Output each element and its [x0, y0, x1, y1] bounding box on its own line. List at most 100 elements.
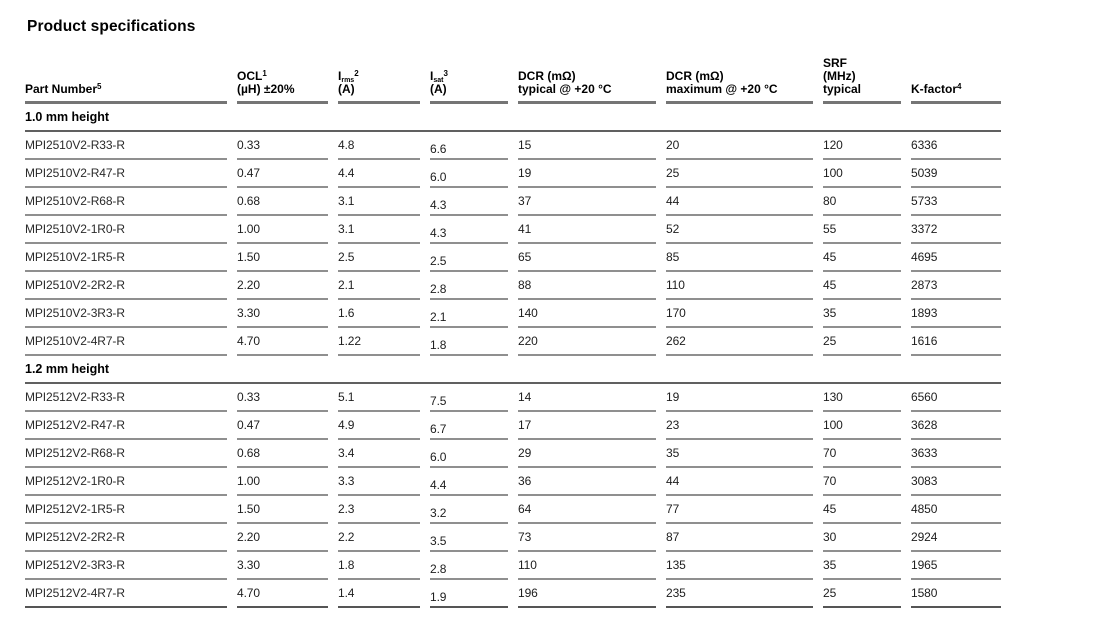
value-cell: 235 — [666, 580, 813, 608]
value-cell: 30 — [823, 524, 901, 552]
value-cell: 3.30 — [237, 300, 328, 328]
isat-value: 2.1 — [430, 310, 447, 324]
table-row: MPI2512V2-R47-R 0.47 4.9 6.7 17 23 100 3628 — [25, 412, 1001, 440]
value-cell: 4695 — [911, 244, 1001, 272]
value-cell: 2.3 — [338, 496, 420, 524]
isat-value: 4.4 — [430, 478, 447, 492]
part-number-cell: MPI2512V2-R68-R — [25, 440, 227, 468]
value-cell: 1.8 — [338, 552, 420, 580]
table-row: MPI2512V2-2R2-R 2.20 2.2 3.5 73 87 30 2924 — [25, 524, 1001, 552]
isat-value: 4.3 — [430, 226, 447, 240]
table-row: MPI2510V2-R47-R 0.47 4.4 6.0 19 25 100 5039 — [25, 160, 1001, 188]
value-cell: 1580 — [911, 580, 1001, 608]
part-number-cell: MPI2510V2-R47-R — [25, 160, 227, 188]
value-cell: 2.2 — [338, 524, 420, 552]
col-header-k-factor: K-factor4 — [911, 45, 1001, 104]
value-cell: 70 — [823, 468, 901, 496]
value-cell: 41 — [518, 216, 656, 244]
value-cell: 6.0 — [430, 440, 508, 468]
value-cell: 3.30 — [237, 552, 328, 580]
value-cell: 6.0 — [430, 160, 508, 188]
value-cell: 1965 — [911, 552, 1001, 580]
value-cell: 196 — [518, 580, 656, 608]
table-row: MPI2512V2-R68-R 0.68 3.4 6.0 29 35 70 3633 — [25, 440, 1001, 468]
value-cell: 4.4 — [338, 160, 420, 188]
value-cell: 1616 — [911, 328, 1001, 356]
value-cell: 1.22 — [338, 328, 420, 356]
part-number-cell: MPI2510V2-4R7-R — [25, 328, 227, 356]
part-number-cell: MPI2512V2-3R3-R — [25, 552, 227, 580]
value-cell: 17 — [518, 412, 656, 440]
value-cell: 36 — [518, 468, 656, 496]
value-cell: 1.50 — [237, 496, 328, 524]
value-cell: 65 — [518, 244, 656, 272]
value-cell: 3.5 — [430, 524, 508, 552]
part-number-cell: MPI2510V2-R68-R — [25, 188, 227, 216]
value-cell: 5733 — [911, 188, 1001, 216]
part-number-cell: MPI2510V2-2R2-R — [25, 272, 227, 300]
value-cell: 4.70 — [237, 328, 328, 356]
value-cell: 6336 — [911, 132, 1001, 160]
value-cell: 88 — [518, 272, 656, 300]
table-row: MPI2510V2-2R2-R 2.20 2.1 2.8 88 110 45 2873 — [25, 272, 1001, 300]
value-cell: 29 — [518, 440, 656, 468]
isat-value: 1.9 — [430, 590, 447, 604]
col-header-part-number: Part Number5 — [25, 45, 227, 104]
part-number-cell: MPI2512V2-R33-R — [25, 384, 227, 412]
value-cell: 55 — [823, 216, 901, 244]
table-row: MPI2510V2-1R0-R 1.00 3.1 4.3 41 52 55 3372 — [25, 216, 1001, 244]
value-cell: 73 — [518, 524, 656, 552]
table-row: MPI2510V2-R33-R 0.33 4.8 6.6 15 20 120 6336 — [25, 132, 1001, 160]
value-cell: 2873 — [911, 272, 1001, 300]
col-header-ocl: OCL1 (µH) ±20% — [237, 45, 328, 104]
value-cell: 70 — [823, 440, 901, 468]
value-cell: 1893 — [911, 300, 1001, 328]
value-cell: 80 — [823, 188, 901, 216]
value-cell: 100 — [823, 160, 901, 188]
value-cell: 85 — [666, 244, 813, 272]
value-cell: 110 — [666, 272, 813, 300]
value-cell: 170 — [666, 300, 813, 328]
table-row: MPI2510V2-4R7-R 4.70 1.22 1.8 220 262 25 1616 — [25, 328, 1001, 356]
value-cell: 35 — [823, 300, 901, 328]
value-cell: 2.5 — [430, 244, 508, 272]
value-cell: 4.3 — [430, 188, 508, 216]
value-cell: 5039 — [911, 160, 1001, 188]
value-cell: 35 — [666, 440, 813, 468]
value-cell: 37 — [518, 188, 656, 216]
value-cell: 77 — [666, 496, 813, 524]
value-cell: 1.8 — [430, 328, 508, 356]
isat-value: 3.5 — [430, 534, 447, 548]
value-cell: 20 — [666, 132, 813, 160]
value-cell: 45 — [823, 244, 901, 272]
value-cell: 14 — [518, 384, 656, 412]
part-number-cell: MPI2512V2-1R0-R — [25, 468, 227, 496]
part-number-cell: MPI2510V2-1R5-R — [25, 244, 227, 272]
col-header-isat: Isat3 (A) — [430, 45, 508, 104]
value-cell: 3.4 — [338, 440, 420, 468]
value-cell: 3.2 — [430, 496, 508, 524]
spec-table-body: 1.0 mm height MPI2510V2-R33-R 0.33 4.8 6.6 15… — [25, 104, 1001, 608]
value-cell: 25 — [666, 160, 813, 188]
table-row: MPI2512V2-4R7-R 4.70 1.4 1.9 196 235 25 1580 — [25, 580, 1001, 608]
value-cell: 5.1 — [338, 384, 420, 412]
value-cell: 0.47 — [237, 160, 328, 188]
table-row: MPI2512V2-R33-R 0.33 5.1 7.5 14 19 130 6560 — [25, 384, 1001, 412]
part-number-cell: MPI2512V2-4R7-R — [25, 580, 227, 608]
part-number-cell: MPI2512V2-2R2-R — [25, 524, 227, 552]
value-cell: 0.68 — [237, 188, 328, 216]
value-cell: 87 — [666, 524, 813, 552]
value-cell: 0.33 — [237, 132, 328, 160]
value-cell: 19 — [666, 384, 813, 412]
value-cell: 35 — [823, 552, 901, 580]
isat-value: 4.3 — [430, 198, 447, 212]
isat-value: 2.8 — [430, 282, 447, 296]
value-cell: 0.47 — [237, 412, 328, 440]
value-cell: 64 — [518, 496, 656, 524]
value-cell: 2.20 — [237, 524, 328, 552]
value-cell: 2.8 — [430, 552, 508, 580]
table-row: MPI2510V2-1R5-R 1.50 2.5 2.5 65 85 45 4695 — [25, 244, 1001, 272]
value-cell: 25 — [823, 328, 901, 356]
value-cell: 4.4 — [430, 468, 508, 496]
table-row: MPI2512V2-3R3-R 3.30 1.8 2.8 110 135 35 1965 — [25, 552, 1001, 580]
